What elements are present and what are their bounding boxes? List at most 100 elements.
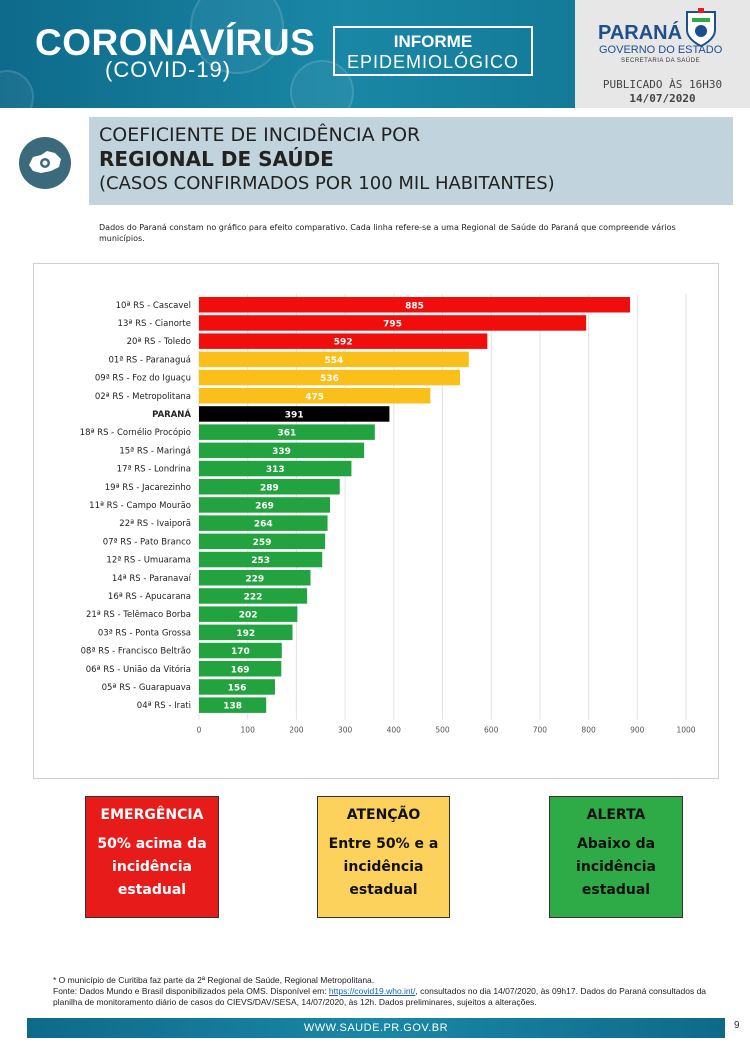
category-label: 13ª RS - Cianorte <box>118 319 191 329</box>
data-label: 138 <box>223 702 242 712</box>
x-tick-label: 900 <box>630 726 645 735</box>
footnote-source-text: Fonte: Dados Mundo e Brasil disponibiliz… <box>53 986 329 996</box>
data-label: 361 <box>278 429 297 439</box>
site-url[interactable]: WWW.SAUDE.PR.GOV.BR <box>303 1022 449 1034</box>
bar <box>199 642 282 659</box>
category-label: 18ª RS - Cornélio Procópio <box>80 427 191 438</box>
title-line1: COEFICIENTE DE INCIDÊNCIA POR <box>99 124 421 146</box>
data-label: 885 <box>405 301 424 311</box>
informe-badge: INFORME EPIDEMIOLÓGICO <box>333 26 533 76</box>
informe-line2: EPIDEMIOLÓGICO <box>346 52 520 72</box>
category-label: 03ª RS - Ponta Grossa <box>98 628 191 638</box>
bar <box>199 406 390 422</box>
category-label: 19ª RS - Jacarezinho <box>105 483 191 493</box>
legend-attention: ATENÇÃO Entre 50% e a incidência estadua… <box>317 796 450 918</box>
bar <box>199 697 267 713</box>
bar <box>199 442 365 459</box>
gov-logo-text: PARANÁ <box>598 22 683 44</box>
footnote-source: Fonte: Dados Mundo e Brasil disponibiliz… <box>53 986 713 1008</box>
data-label: 259 <box>253 538 272 548</box>
published-date: 14/07/2020 <box>629 92 696 105</box>
x-tick-label: 300 <box>338 726 353 735</box>
informe-line1: INFORME <box>393 32 473 51</box>
legend-attention-text: Entre 50% e a incidência estadual <box>328 836 439 898</box>
category-label: 15ª RS - Maringá <box>119 446 191 456</box>
bar <box>199 497 331 513</box>
category-label: 16ª RS - Apucarana <box>108 592 191 602</box>
bar <box>199 661 282 677</box>
legend-attention-title: ATENÇÃO <box>346 807 421 823</box>
bar <box>199 315 587 331</box>
x-tick-label: 1000 <box>676 726 695 735</box>
data-label: 289 <box>260 483 279 493</box>
title-line2: REGIONAL DE SAÚDE <box>99 147 334 171</box>
x-tick-label: 800 <box>581 726 596 735</box>
bar <box>199 570 311 586</box>
data-label: 229 <box>245 574 264 584</box>
data-label: 592 <box>334 338 353 348</box>
category-label: 04ª RS - Irati <box>137 701 191 711</box>
bar <box>199 479 340 495</box>
data-label: 253 <box>251 556 270 566</box>
bar <box>199 351 469 368</box>
x-tick-label: 600 <box>484 726 499 735</box>
category-label: 02ª RS - Metropolitana <box>95 392 191 402</box>
chart-note: Dados do Paraná constam no gráfico para … <box>99 223 676 243</box>
category-label: 01ª RS - Paranaguá <box>108 355 191 365</box>
category-label: 11ª RS - Campo Mourão <box>89 501 191 511</box>
category-label: 05ª RS - Guarapuava <box>102 683 191 693</box>
category-label: 07ª RS - Pato Branco <box>103 537 191 547</box>
incidence-chart: 0 100 200 300 400 500 600 700 800 900 1000 10ª RS -… <box>33 263 719 779</box>
brand-title: CORONAVÍRUS <box>35 22 316 63</box>
x-tick-label: 0 <box>197 726 202 735</box>
category-label: 06ª RS - União da Vitória <box>86 664 191 675</box>
x-tick-label: 500 <box>435 726 450 735</box>
bar <box>199 369 461 386</box>
bar <box>199 533 326 550</box>
data-label: 156 <box>228 683 247 693</box>
data-label: 169 <box>231 665 250 675</box>
gov-department: SECRETARIA DA SAÚDE <box>621 58 701 64</box>
category-label: 09ª RS - Foz do Iguaçu <box>95 374 191 384</box>
bar <box>199 297 630 313</box>
bar <box>199 588 308 604</box>
bar <box>199 333 488 349</box>
x-tick-label: 400 <box>387 726 402 735</box>
page-number: 9 <box>734 1020 740 1031</box>
header-banner: CORONAVÍRUS (COVID-19) INFORME EPIDEMIOL… <box>0 0 575 108</box>
data-label: 313 <box>266 465 285 475</box>
legend-alert-text: Abaixo da incidência estadual <box>576 836 656 898</box>
bar <box>199 515 328 531</box>
legend-emergency-text: 50% acima da incidência estadual <box>97 836 207 898</box>
virus-decoration <box>0 70 34 108</box>
footnote-line1: * O município de Curitiba faz parte da 2… <box>53 975 375 985</box>
category-label: 21ª RS - Telêmaco Borba <box>86 609 191 620</box>
section-title: COEFICIENTE DE INCIDÊNCIA POR REGIONAL D… <box>89 117 733 205</box>
category-label: 14ª RS - Paranavaí <box>112 574 192 584</box>
category-label: PARANÁ <box>152 408 191 420</box>
legend-alert-title: ALERTA <box>586 807 646 823</box>
footer-bar: WWW.SAUDE.PR.GOV.BR <box>27 1018 725 1038</box>
legend-emergency-title: EMERGÊNCIA <box>100 807 204 823</box>
data-label: 222 <box>244 592 263 602</box>
data-label: 391 <box>285 410 304 420</box>
brand-subtitle: (COVID-19) <box>105 57 232 82</box>
data-label: 170 <box>231 647 250 657</box>
legend-emergency: EMERGÊNCIA 50% acima da incidência estad… <box>85 796 219 918</box>
category-label: 22ª RS - Ivaiporã <box>119 519 191 529</box>
category-label: 08ª RS - Francisco Beltrão <box>81 647 191 657</box>
who-link[interactable]: https://covid19.who.int/ <box>328 986 416 996</box>
published-label: PUBLICADO ÀS 16H30 <box>602 78 723 91</box>
virus-decoration <box>290 60 354 108</box>
category-label: 20ª RS - Toledo <box>127 337 191 347</box>
x-tick-label: 100 <box>241 726 256 735</box>
bar <box>199 388 431 404</box>
bar <box>199 606 298 622</box>
data-label: 475 <box>305 392 324 402</box>
x-tick-label: 200 <box>289 726 304 735</box>
data-label: 202 <box>239 611 258 621</box>
title-line3: (CASOS CONFIRMADOS POR 100 MIL HABITANTE… <box>99 173 555 194</box>
data-label: 269 <box>255 501 274 511</box>
x-tick-label: 700 <box>533 726 548 735</box>
data-label: 795 <box>383 319 402 329</box>
